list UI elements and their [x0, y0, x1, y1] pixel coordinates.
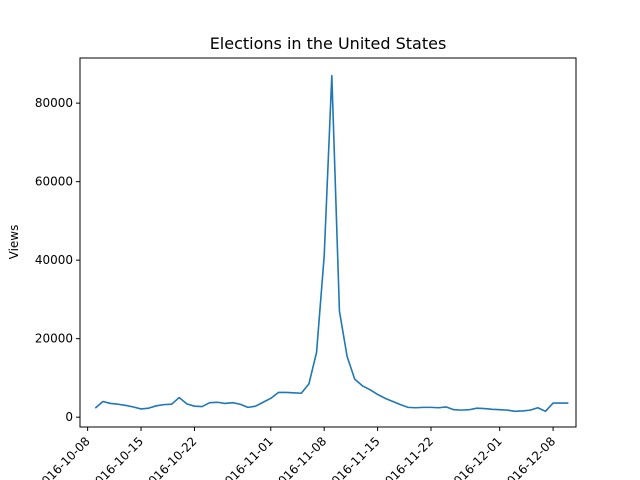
x-tick-label: 2016-12-01: [446, 434, 505, 480]
y-tick-label: 60000: [35, 175, 73, 189]
x-tick-label: 2016-11-08: [270, 434, 329, 480]
y-tick-label: 0: [65, 410, 73, 424]
x-tick-label: 2016-10-15: [87, 434, 146, 480]
x-tick-label: 2016-10-22: [140, 434, 199, 480]
y-tick-label: 80000: [35, 96, 73, 110]
chart-title: Elections in the United States: [210, 34, 447, 53]
series-line: [94, 74, 569, 413]
x-tick-label: 2016-11-01: [217, 434, 276, 480]
y-tick-label: 20000: [35, 332, 73, 346]
y-tick-label: 40000: [35, 253, 73, 267]
plot-frame: [79, 57, 577, 428]
x-tick-label: 2016-10-08: [34, 434, 93, 480]
y-axis-label: Views: [7, 225, 21, 260]
y-axis-ticks: 0 20000 40000 60000 80000: [35, 96, 80, 424]
x-tick-label: 2016-11-15: [324, 434, 383, 480]
x-tick-label: 2016-12-08: [499, 434, 558, 480]
x-tick-label: 2016-11-22: [377, 434, 436, 480]
